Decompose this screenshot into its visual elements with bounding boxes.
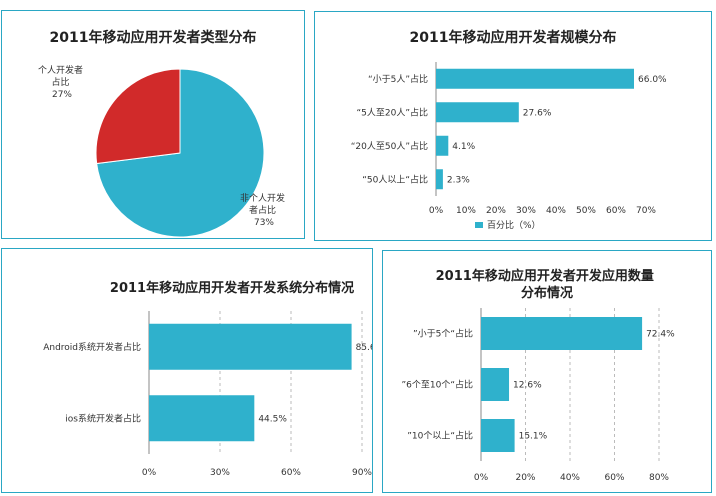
x-tick-label: 60% [604, 473, 624, 483]
bar [436, 169, 443, 190]
x-tick-label: 60% [606, 206, 626, 216]
data-label: 2.3% [447, 175, 470, 185]
data-label: 27.6% [523, 108, 552, 118]
bar [481, 419, 515, 452]
x-tick-label: 10% [456, 206, 476, 216]
data-label: 4.1% [452, 142, 475, 152]
data-label: 85.6% [356, 343, 372, 353]
data-label: 44.5% [258, 414, 287, 424]
category-label: “5人至20人”占比 [356, 106, 428, 118]
bar [481, 317, 643, 350]
x-tick-label: 20% [486, 206, 506, 216]
chart-title: 2011年移动应用开发者开发系统分布情况 [110, 280, 354, 296]
category-label: ”6个至10个“占比 [401, 379, 473, 391]
x-tick-label: 0% [142, 468, 157, 478]
x-tick-label: 30% [516, 206, 536, 216]
x-tick-label: 90% [352, 468, 372, 478]
legend-swatch [475, 222, 483, 228]
developer-type-chart-panel: 2011年移动应用开发者类型分布 个人开发者 占比 27% 非个人开发 者占比 … [1, 10, 305, 239]
bar [149, 395, 255, 442]
data-label: 66.0% [638, 75, 667, 85]
os-bar-chart: 2011年移动应用开发者开发系统分布情况 0% 30% 60% 90% Android系… [43, 280, 372, 478]
data-label: 12.6% [513, 381, 542, 391]
category-label: “20人至50人”占比 [351, 140, 428, 152]
app-count-chart-panel: 2011年移动应用开发者开发应用数量 分布情况 0% 20% 40% 60% 80% ”小… [382, 250, 712, 493]
data-label: 15.1% [519, 432, 548, 442]
x-tick-label: 40% [560, 473, 580, 483]
data-label: 72.4% [646, 330, 675, 340]
os-chart-panel: 2011年移动应用开发者开发系统分布情况 0% 30% 60% 90% Android系… [1, 248, 373, 493]
chart-title: 2011年移动应用开发者开发应用数量 分布情况 [436, 268, 659, 301]
developer-type-pie-chart: 2011年移动应用开发者类型分布 个人开发者 占比 27% 非个人开发 者占比 … [38, 29, 288, 238]
bar [436, 102, 519, 123]
category-label: ios系统开发者占比 [65, 412, 141, 424]
category-label: ”小于5个“占比 [413, 328, 473, 340]
x-tick-label: 0% [429, 206, 444, 216]
bar [436, 68, 634, 89]
bar [481, 368, 510, 401]
chart-title: 2011年移动应用开发者类型分布 [50, 29, 257, 46]
legend-label: 百分比（%） [487, 219, 541, 231]
category-label: “小于5人”占比 [368, 73, 428, 85]
app-count-bar-chart: 2011年移动应用开发者开发应用数量 分布情况 0% 20% 40% 60% 80% ”小… [401, 268, 675, 483]
x-tick-label: 50% [576, 206, 596, 216]
category-label: “50人以上“占比 [362, 173, 428, 185]
bar [149, 323, 352, 370]
x-tick-label: 40% [546, 206, 566, 216]
x-tick-label: 70% [636, 206, 656, 216]
x-tick-label: 20% [515, 473, 535, 483]
slice-label-non-personal: 非个人开发 者占比 73% [240, 192, 288, 228]
chart-title: 2011年移动应用开发者规模分布 [410, 29, 617, 46]
pie-slice-1 [95, 68, 181, 165]
category-label: Android系统开发者占比 [43, 341, 141, 353]
x-tick-label: 60% [281, 468, 301, 478]
x-tick-label: 0% [474, 473, 489, 483]
team-size-bar-chart: 2011年移动应用开发者规模分布 0% 10% 20% 30% 40% 50% 60% 70%… [351, 29, 667, 231]
team-size-chart-panel: 2011年移动应用开发者规模分布 0% 10% 20% 30% 40% 50% 60% 70%… [314, 11, 712, 241]
category-label: ”10个以上“占比 [407, 430, 473, 442]
x-tick-label: 80% [649, 473, 669, 483]
bar [436, 135, 449, 156]
slice-label-personal: 个人开发者 占比 27% [38, 64, 86, 100]
x-tick-label: 30% [210, 468, 230, 478]
